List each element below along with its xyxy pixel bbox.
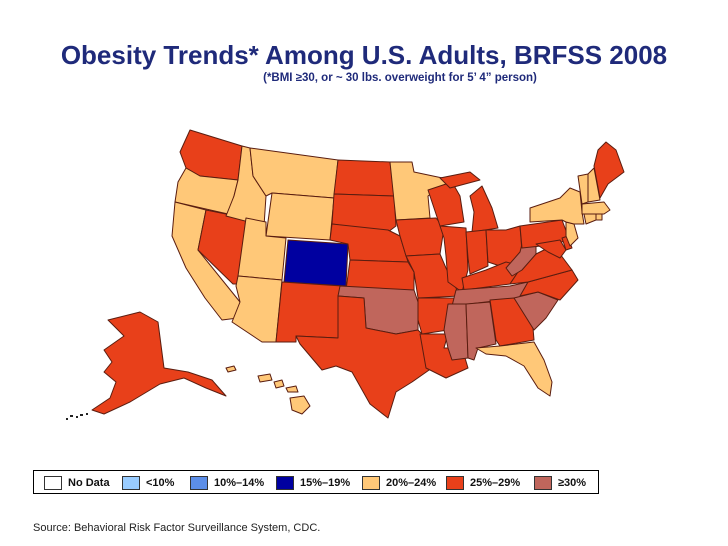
state-md[interactable] bbox=[535, 239, 567, 259]
legend-label: 10%–14% bbox=[214, 477, 265, 489]
state-sd[interactable] bbox=[331, 193, 397, 233]
legend-label: 15%–19% bbox=[300, 477, 351, 489]
state-az[interactable] bbox=[231, 275, 283, 343]
page-title: Obesity Trends* Among U.S. Adults, BRFSS… bbox=[60, 40, 668, 70]
state-ma[interactable] bbox=[581, 201, 611, 215]
legend-label: 25%–29% bbox=[470, 477, 521, 489]
state-nh[interactable] bbox=[587, 167, 601, 203]
state-fl[interactable] bbox=[475, 341, 553, 397]
source-note: Source: Behavioral Risk Factor Surveilla… bbox=[33, 522, 321, 534]
state-tx[interactable] bbox=[295, 295, 433, 419]
legend-swatch bbox=[190, 476, 208, 490]
legend-label: 20%–24% bbox=[386, 477, 437, 489]
state-ny[interactable] bbox=[529, 187, 585, 225]
legend-label: ≥30% bbox=[558, 477, 587, 489]
legend-swatch bbox=[446, 476, 464, 490]
legend-label: <10% bbox=[146, 477, 175, 489]
state-co[interactable] bbox=[283, 239, 349, 287]
state-ks[interactable] bbox=[345, 259, 415, 293]
state-hi[interactable] bbox=[225, 365, 311, 415]
state-wv[interactable] bbox=[505, 243, 537, 277]
state-in[interactable] bbox=[465, 229, 489, 275]
legend-swatch bbox=[276, 476, 294, 490]
state-nd[interactable] bbox=[333, 159, 395, 197]
page-subtitle: (*BMI ≥30, or ~ 30 lbs. overweight for 5… bbox=[263, 72, 537, 84]
state-mi[interactable] bbox=[439, 171, 499, 233]
legend-swatch bbox=[534, 476, 552, 490]
state-ak[interactable] bbox=[91, 311, 227, 415]
legend-label: No Data bbox=[68, 477, 110, 489]
legend-swatch bbox=[362, 476, 380, 490]
map-legend: No Data <10% 10%–14% 15%–19% 20%–24% 25%… bbox=[33, 470, 599, 494]
state-mt[interactable] bbox=[249, 147, 339, 199]
state-nm[interactable] bbox=[275, 281, 343, 343]
state-wy[interactable] bbox=[265, 192, 335, 241]
state-me[interactable] bbox=[593, 141, 625, 199]
legend-swatch bbox=[122, 476, 140, 490]
aleutian-islands bbox=[66, 413, 88, 420]
legend-swatch bbox=[44, 476, 62, 490]
